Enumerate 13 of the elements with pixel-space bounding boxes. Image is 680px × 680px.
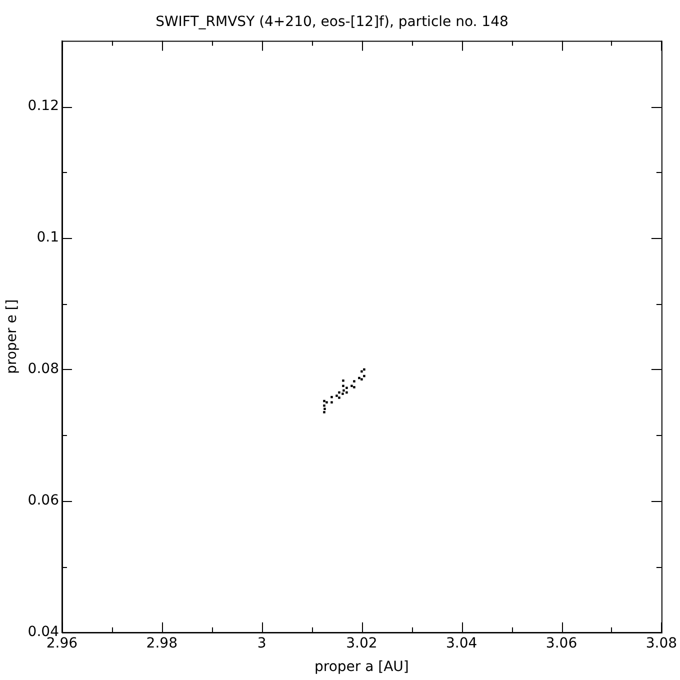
x-tick-label: 3.06	[546, 635, 578, 652]
x-tick-label: 3	[257, 635, 266, 652]
x-tick-label: 3.08	[646, 635, 677, 652]
x-tick-label: 3.02	[346, 635, 378, 652]
y-tick-label: 0.12	[28, 98, 59, 114]
y-tick-label: 0.08	[28, 361, 59, 378]
y-tick-label: 0.1	[36, 230, 59, 246]
x-tick-label: 2.98	[146, 635, 178, 652]
chart-title: SWIFT_RMVSY (4+210, eos-[12]f), particle no. 148	[156, 14, 508, 30]
y-axis-title: proper e []	[4, 299, 20, 374]
x-axis-title: proper a [AU]	[314, 659, 409, 676]
x-tick-label: 3.04	[446, 635, 478, 652]
y-tick-label: 0.06	[28, 492, 60, 509]
